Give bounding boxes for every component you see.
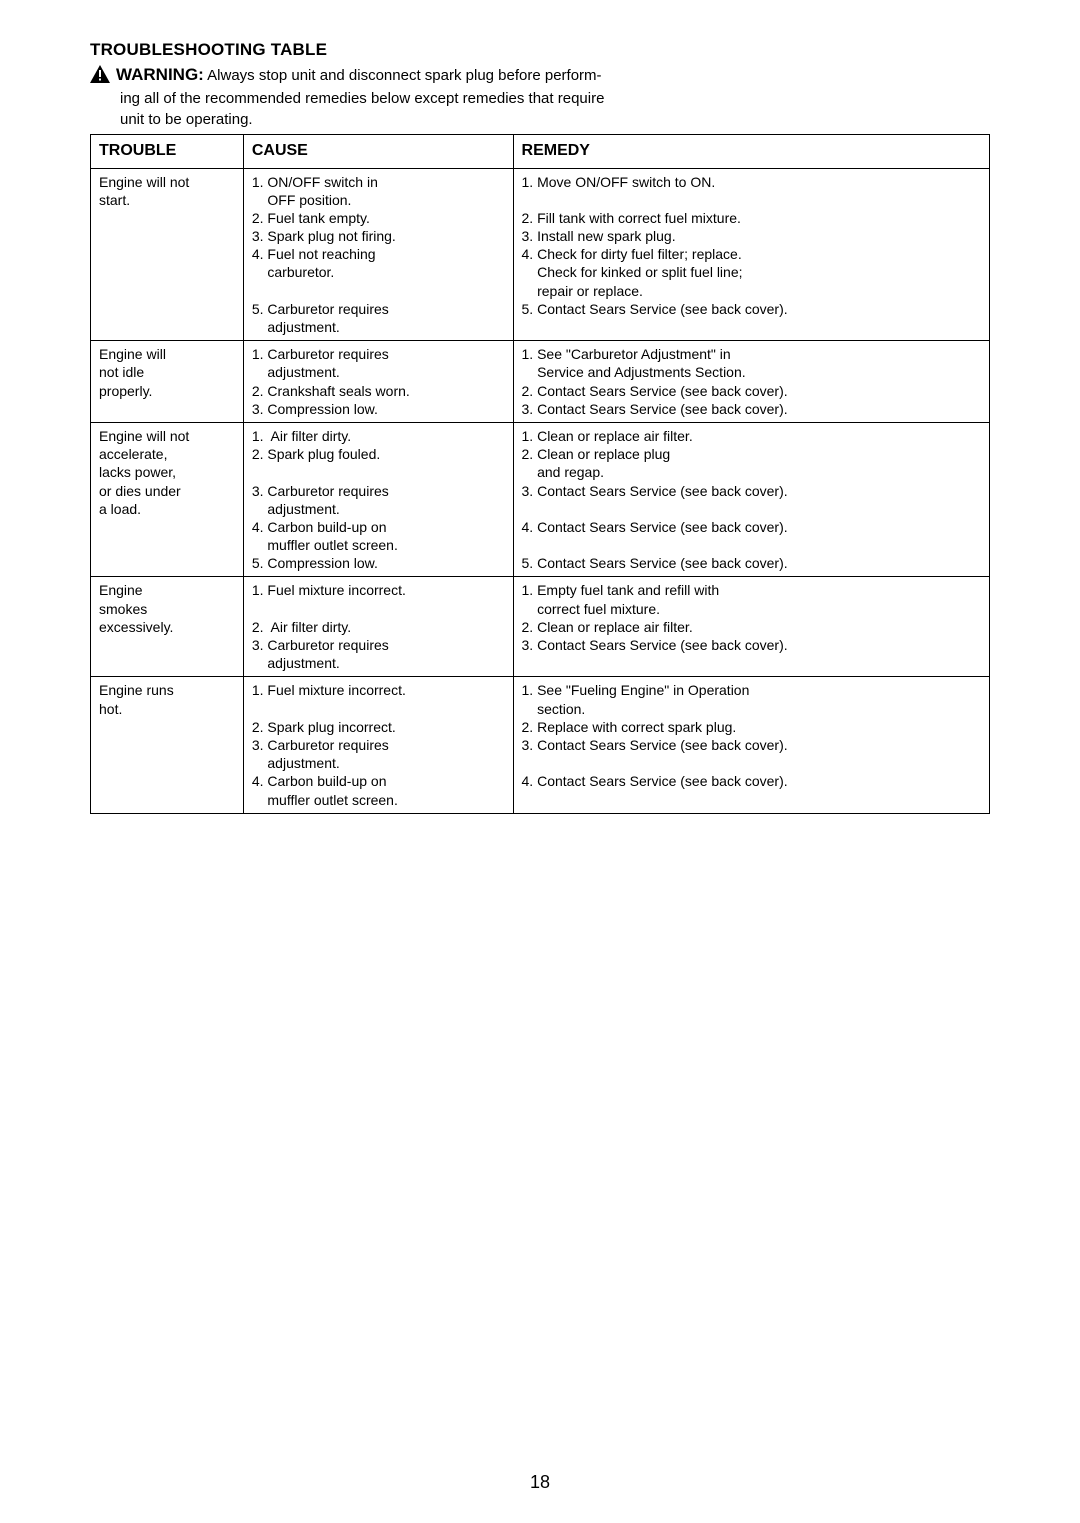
table-row: Engine runs hot. 1. Fuel mixture incorre…	[91, 677, 990, 813]
warning-line-3: unit to be operating.	[90, 110, 740, 130]
cell-cause: 1. Carburetor requires adjustment. 2. Cr…	[243, 341, 513, 423]
troubleshooting-table: TROUBLE CAUSE REMEDY Engine will not sta…	[90, 134, 990, 814]
warning-line-1-rest: Always stop unit and disconnect spark pl…	[207, 67, 601, 84]
section-heading: TROUBLESHOOTING TABLE	[90, 40, 990, 60]
col-header-trouble: TROUBLE	[91, 134, 244, 168]
page-number: 18	[0, 1472, 1080, 1493]
cell-remedy: 1. Move ON/OFF switch to ON. 2. Fill tan…	[513, 168, 989, 341]
warning-line-2: ing all of the recommended remedies belo…	[90, 89, 740, 109]
cell-trouble: Engine will not accelerate, lacks power,…	[91, 422, 244, 577]
table-row: Engine smokes excessively. 1. Fuel mixtu…	[91, 577, 990, 677]
cell-cause: 1. Fuel mixture incorrect. 2. Spark plug…	[243, 677, 513, 813]
cell-cause: 1. ON/OFF switch in OFF position. 2. Fue…	[243, 168, 513, 341]
cell-remedy: 1. Empty fuel tank and refill with corre…	[513, 577, 989, 677]
cell-trouble: Engine smokes excessively.	[91, 577, 244, 677]
cell-cause: 1. Fuel mixture incorrect. 2. Air filter…	[243, 577, 513, 677]
document-page: TROUBLESHOOTING TABLE WARNING: Always st…	[0, 0, 1080, 1523]
cell-remedy: 1. See "Carburetor Adjustment" in Servic…	[513, 341, 989, 423]
cell-remedy: 1. Clean or replace air filter. 2. Clean…	[513, 422, 989, 577]
table-row: Engine will not start. 1. ON/OFF switch …	[91, 168, 990, 341]
col-header-remedy: REMEDY	[513, 134, 989, 168]
warning-line-1: WARNING: Always stop unit and disconnect…	[116, 64, 710, 87]
col-header-cause: CAUSE	[243, 134, 513, 168]
cell-trouble: Engine runs hot.	[91, 677, 244, 813]
table-row: Engine will not accelerate, lacks power,…	[91, 422, 990, 577]
warning-label: WARNING:	[116, 65, 204, 84]
alert-triangle-icon	[90, 65, 110, 89]
table-header-row: TROUBLE CAUSE REMEDY	[91, 134, 990, 168]
cell-trouble: Engine will not idle properly.	[91, 341, 244, 423]
table-row: Engine will not idle properly. 1. Carbur…	[91, 341, 990, 423]
cell-cause: 1. Air filter dirty. 2. Spark plug foule…	[243, 422, 513, 577]
cell-trouble: Engine will not start.	[91, 168, 244, 341]
warning-block: WARNING: Always stop unit and disconnect…	[90, 64, 710, 89]
cell-remedy: 1. See "Fueling Engine" in Operation sec…	[513, 677, 989, 813]
table-body: Engine will not start. 1. ON/OFF switch …	[91, 168, 990, 813]
